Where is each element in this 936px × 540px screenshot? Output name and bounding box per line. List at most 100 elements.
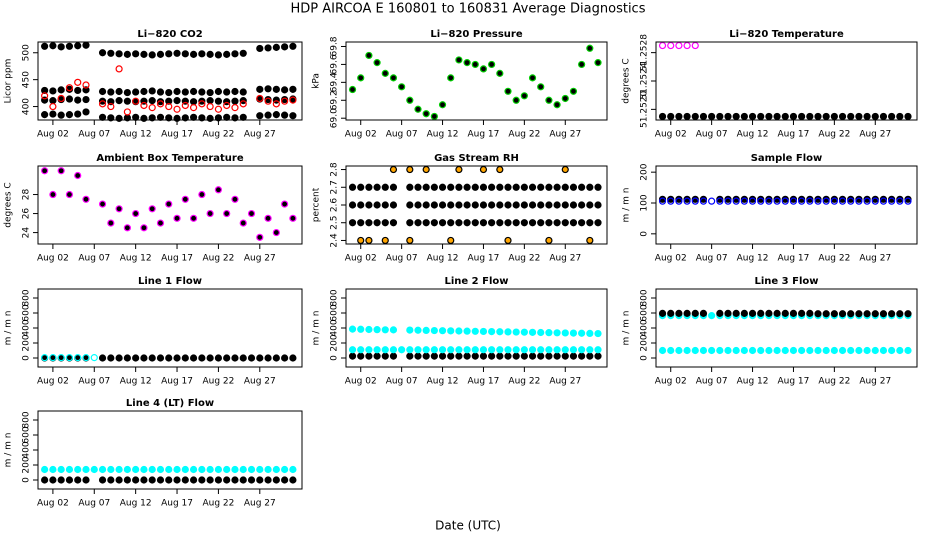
point <box>132 354 140 362</box>
point <box>148 51 156 59</box>
point <box>98 476 107 484</box>
point <box>496 328 504 336</box>
point <box>528 328 537 336</box>
point <box>888 112 896 121</box>
point <box>740 309 748 317</box>
point <box>496 346 504 354</box>
point <box>765 309 773 317</box>
point <box>447 74 455 82</box>
point <box>463 183 471 191</box>
x-tick-label: Aug 27 <box>549 254 581 264</box>
point <box>471 219 479 227</box>
x-tick-label: Aug 07 <box>696 130 728 140</box>
point <box>165 50 173 58</box>
point <box>455 201 463 209</box>
point <box>140 101 148 110</box>
x-tick-label: Aug 22 <box>202 499 234 509</box>
point <box>528 346 537 354</box>
point <box>553 352 561 360</box>
point <box>488 328 496 336</box>
point <box>667 41 675 50</box>
point <box>569 201 578 209</box>
x-tick-label: Aug 07 <box>78 499 110 509</box>
plot-frame <box>345 41 608 121</box>
y-tick-label: 450 <box>22 71 32 88</box>
point <box>553 329 561 337</box>
point <box>231 195 239 203</box>
y-tick-label: 100 <box>640 194 650 211</box>
point <box>520 328 528 336</box>
point <box>348 219 357 227</box>
point <box>214 354 223 362</box>
point <box>847 310 855 318</box>
point <box>115 476 123 484</box>
panel-title: Li−820 Temperature <box>729 29 844 40</box>
point <box>855 310 863 318</box>
x-tick-label: Aug 27 <box>859 130 891 140</box>
point <box>888 310 896 318</box>
point <box>471 327 479 335</box>
point <box>438 219 447 227</box>
point <box>594 219 602 227</box>
point <box>165 465 173 474</box>
point <box>65 84 74 92</box>
point <box>41 476 49 484</box>
point <box>148 97 156 105</box>
point <box>223 101 231 110</box>
point <box>789 309 798 317</box>
point <box>683 41 691 50</box>
point <box>879 346 888 355</box>
y-tick-label: 0 <box>22 355 32 361</box>
point <box>757 346 765 355</box>
point <box>365 219 373 227</box>
point <box>198 476 206 484</box>
point <box>406 183 414 191</box>
point <box>365 325 373 334</box>
point <box>373 201 381 209</box>
point <box>438 346 447 354</box>
point <box>65 190 74 199</box>
point <box>264 85 272 93</box>
point <box>74 476 82 484</box>
point <box>699 309 708 317</box>
point <box>132 465 140 474</box>
point <box>115 87 123 96</box>
point <box>406 236 414 245</box>
point <box>561 201 569 209</box>
point <box>41 167 49 175</box>
point <box>545 346 553 354</box>
point <box>264 44 272 52</box>
point <box>289 85 297 93</box>
point <box>239 88 247 96</box>
point <box>398 346 406 354</box>
panel-title: Line 1 Flow <box>138 276 202 287</box>
point <box>798 197 806 205</box>
point <box>757 112 765 121</box>
point <box>863 346 871 355</box>
point <box>496 219 504 227</box>
point <box>173 105 181 113</box>
point <box>561 183 569 191</box>
point <box>90 354 98 362</box>
point <box>504 87 512 95</box>
point <box>781 197 789 205</box>
point <box>74 96 82 104</box>
point <box>289 476 297 484</box>
x-tick-label: Aug 07 <box>386 254 418 264</box>
point <box>545 183 553 191</box>
point <box>74 171 82 180</box>
point <box>414 183 422 191</box>
point <box>594 183 602 191</box>
point <box>578 329 586 337</box>
point <box>198 88 206 96</box>
point <box>206 209 214 218</box>
x-tick-label: Aug 17 <box>468 254 500 264</box>
point <box>822 197 830 205</box>
point <box>479 352 488 360</box>
point <box>578 183 586 191</box>
point <box>123 224 131 232</box>
point <box>223 88 231 96</box>
point <box>272 465 280 474</box>
point <box>888 197 896 205</box>
point <box>732 197 740 205</box>
